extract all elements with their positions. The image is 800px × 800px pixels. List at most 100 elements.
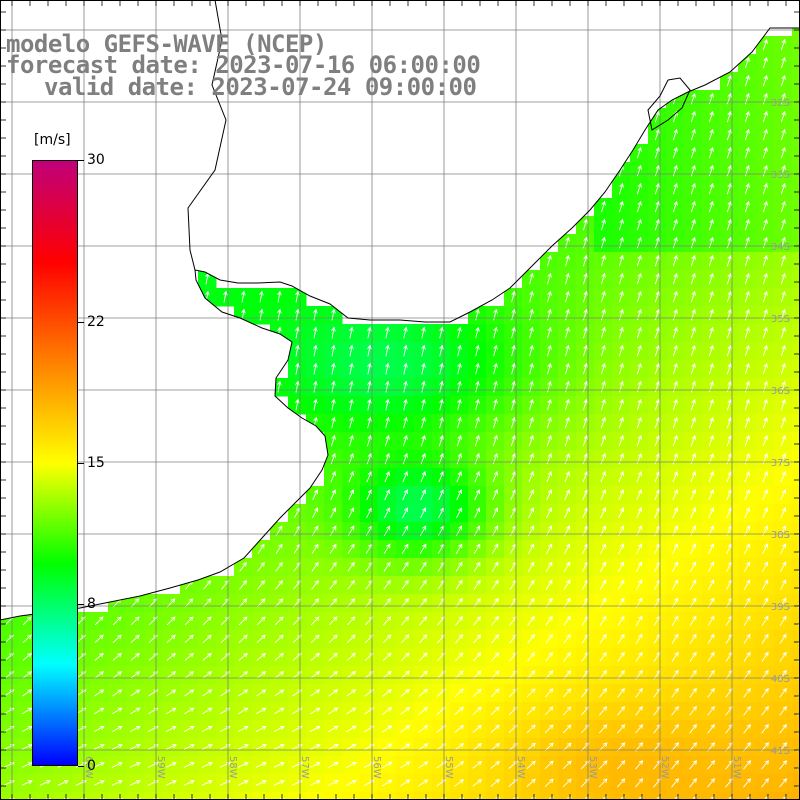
wind-arrow bbox=[491, 652, 500, 662]
wind-arrow bbox=[383, 616, 392, 626]
wind-arrow bbox=[277, 308, 282, 321]
wind-arrow bbox=[599, 579, 607, 590]
wind-cell bbox=[684, 792, 703, 800]
wind-arrow bbox=[780, 362, 786, 375]
wind-arrow bbox=[528, 507, 535, 519]
wind-arrow bbox=[327, 761, 339, 768]
wind-arrow bbox=[438, 507, 445, 519]
wind-cell bbox=[792, 558, 800, 577]
wind-arrow bbox=[309, 779, 321, 786]
wind-arrow bbox=[547, 344, 552, 357]
wind-arrow bbox=[618, 182, 624, 195]
wind-arrow bbox=[202, 707, 213, 715]
wind-arrow bbox=[654, 398, 660, 411]
wind-arrow bbox=[457, 344, 462, 357]
wind-arrow bbox=[726, 344, 732, 357]
wind-arrow bbox=[547, 290, 552, 303]
wind-arrow bbox=[400, 688, 410, 697]
wind-arrow bbox=[418, 725, 429, 733]
wind-arrow bbox=[689, 723, 697, 734]
latitude-label: 39S bbox=[771, 602, 790, 613]
longitude-label: 58W bbox=[227, 756, 238, 779]
wind-arrow bbox=[762, 110, 768, 123]
wind-arrow bbox=[130, 671, 141, 679]
land-area bbox=[0, 0, 800, 620]
wind-arrow bbox=[562, 760, 572, 770]
wind-arrow bbox=[744, 92, 750, 105]
wind-arrow bbox=[654, 110, 660, 123]
wind-arrow bbox=[328, 707, 339, 715]
wind-arrow bbox=[708, 92, 714, 105]
wind-arrow bbox=[636, 471, 642, 483]
wind-cell bbox=[792, 414, 800, 433]
wind-arrow bbox=[708, 164, 714, 177]
wind-cell bbox=[270, 792, 289, 800]
wind-arrow bbox=[708, 182, 714, 195]
wind-arrow bbox=[184, 634, 194, 644]
wind-arrow bbox=[346, 707, 357, 715]
wind-arrow bbox=[331, 308, 336, 321]
wind-arrow bbox=[636, 200, 642, 213]
wind-arrow bbox=[744, 272, 750, 285]
wind-arrow bbox=[744, 543, 751, 555]
wind-arrow bbox=[346, 725, 357, 733]
wind-arrow bbox=[546, 489, 553, 501]
wind-arrow bbox=[257, 543, 265, 554]
latitude-label: 37S bbox=[771, 458, 790, 469]
wind-arrow bbox=[672, 471, 678, 483]
wind-arrow bbox=[600, 416, 606, 429]
wind-arrow bbox=[563, 561, 571, 572]
wind-arrow bbox=[493, 326, 498, 339]
wind-arrow bbox=[421, 344, 426, 357]
wind-arrow bbox=[780, 308, 786, 321]
wind-arrow bbox=[546, 507, 553, 519]
wind-cell bbox=[792, 738, 800, 757]
wind-cell bbox=[540, 792, 559, 800]
wind-arrow bbox=[618, 236, 624, 249]
wind-arrow bbox=[275, 579, 284, 590]
wind-arrow bbox=[780, 236, 786, 249]
wind-cell bbox=[792, 396, 800, 415]
wind-arrow bbox=[94, 652, 104, 661]
wind-arrow bbox=[744, 56, 750, 69]
wind-arrow bbox=[743, 687, 751, 698]
wind-cell bbox=[558, 792, 577, 800]
wind-arrow bbox=[672, 200, 678, 213]
colorbar-tick-mark bbox=[78, 321, 84, 323]
wind-arrow bbox=[707, 778, 716, 788]
longitude-label: 60W bbox=[83, 756, 94, 779]
wind-arrow bbox=[690, 290, 696, 303]
wind-arrow bbox=[671, 760, 680, 770]
wind-cell bbox=[792, 54, 800, 73]
wind-arrow bbox=[238, 616, 248, 626]
wind-arrow bbox=[654, 326, 660, 339]
wind-arrow bbox=[743, 615, 751, 626]
wind-arrow bbox=[636, 218, 642, 231]
wind-arrow bbox=[255, 761, 267, 768]
wind-arrow bbox=[346, 634, 356, 644]
wind-arrow bbox=[708, 272, 714, 285]
wind-arrow bbox=[166, 634, 176, 644]
wind-arrow bbox=[744, 507, 751, 519]
wind-arrow bbox=[455, 543, 463, 554]
wind-arrow bbox=[456, 434, 462, 447]
wind-arrow bbox=[400, 743, 411, 751]
wind-arrow bbox=[726, 290, 732, 303]
wind-arrow bbox=[331, 380, 336, 393]
wind-arrow bbox=[348, 452, 354, 465]
wind-arrow bbox=[545, 543, 553, 555]
wind-arrow bbox=[184, 616, 194, 626]
wind-cell bbox=[54, 792, 73, 800]
wind-arrow bbox=[762, 362, 768, 375]
wind-arrow bbox=[707, 723, 715, 734]
wind-arrow bbox=[328, 652, 338, 661]
wind-cell bbox=[792, 216, 800, 235]
wind-arrow bbox=[111, 725, 123, 732]
wind-arrow bbox=[690, 236, 696, 249]
wind-arrow bbox=[491, 615, 499, 626]
wind-arrow bbox=[349, 380, 354, 393]
wind-arrow bbox=[654, 164, 660, 177]
wind-arrow bbox=[618, 380, 624, 393]
wind-arrow bbox=[672, 543, 679, 555]
wind-arrow bbox=[129, 725, 141, 732]
